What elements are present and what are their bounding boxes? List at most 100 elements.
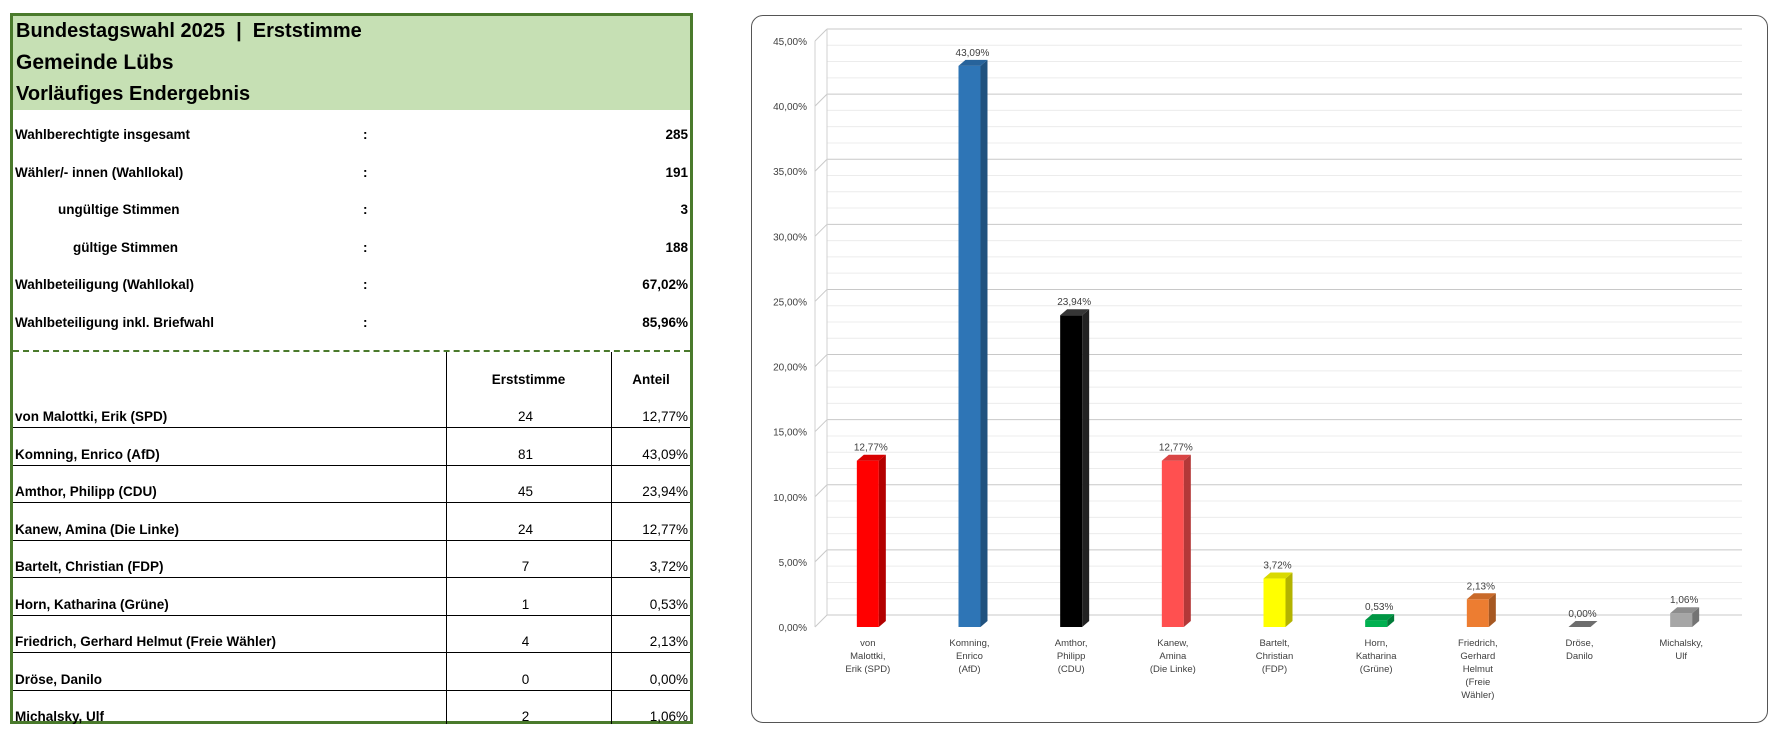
summary-row: Wahlberechtigte insgesamt: 285 <box>13 116 690 154</box>
municipality-title: Gemeinde Lübs <box>16 51 174 74</box>
summary-value: 67,02% <box>642 277 688 292</box>
bar-top <box>1568 621 1598 627</box>
bar <box>1060 315 1083 627</box>
x-tick-label: (AfD) <box>958 664 980 675</box>
x-tick-label: Bartelt, <box>1259 638 1289 649</box>
x-tick-label: (CDU) <box>1058 664 1085 675</box>
data-label: 43,09% <box>956 48 990 59</box>
x-tick-label: Dröse, <box>1566 638 1594 649</box>
bar <box>958 65 981 628</box>
summary-colon: : <box>363 314 368 330</box>
candidate-votes: 4 <box>521 634 530 649</box>
x-tick-label: (FDP) <box>1262 664 1287 675</box>
x-tick-label: Katharina <box>1356 651 1397 662</box>
table-row: Dröse, Danilo 0 0,00% <box>13 653 690 691</box>
candidate-votes: 1 <box>521 596 530 612</box>
candidate-votes: 24 <box>517 521 534 537</box>
gridline-side <box>814 354 828 367</box>
candidate-name: Michalsky, Ulf <box>15 709 105 724</box>
bar-top <box>1365 614 1395 621</box>
x-tick-label: Amina <box>1159 651 1187 662</box>
table-row: Komning, Enrico (AfD) 81 43,09% <box>13 428 690 466</box>
candidate-share: 12,77% <box>642 409 688 424</box>
summary-row: Wahlbeteiligung inkl. Briefwahl: 85,96% <box>13 304 690 342</box>
bar-top <box>1263 572 1293 579</box>
summary-label: ungültige Stimmen <box>58 202 180 217</box>
bar <box>1365 620 1388 627</box>
data-label: 1,06% <box>1670 595 1698 606</box>
summary-colon: : <box>363 239 368 255</box>
candidate-share: 0,53% <box>649 596 688 612</box>
bar-top <box>1161 454 1191 461</box>
table-row: von Malottki, Erik (SPD) 24 12,77% <box>13 390 690 428</box>
y-tick-label: 35,00% <box>773 167 807 178</box>
x-tick-label: Christian <box>1256 651 1294 662</box>
bar-top <box>1466 593 1496 600</box>
summary-label: Wahlbeteiligung (Wahllokal) <box>15 277 194 292</box>
gridline-side <box>814 484 828 498</box>
x-tick-label: Ulf <box>1675 651 1687 662</box>
bar <box>1466 599 1489 627</box>
x-tick-label: Komning, <box>949 638 989 649</box>
y-tick-label: 30,00% <box>773 232 807 243</box>
summary-row: Wähler/- innen (Wahllokal): 191 <box>13 154 690 192</box>
bar-side <box>1285 572 1293 627</box>
candidate-name: Horn, Katharina (Grüne) <box>15 596 169 612</box>
bar-top <box>856 454 886 461</box>
bar <box>1161 460 1184 627</box>
candidate-name: Dröse, Danilo <box>15 671 103 687</box>
candidate-share: 0,00% <box>649 671 688 687</box>
bar-side <box>980 59 988 628</box>
table-row: Bartelt, Christian (FDP) 7 3,72% <box>13 540 690 578</box>
table-row: Horn, Katharina (Grüne) 1 0,53% <box>13 578 690 616</box>
gridline-side <box>814 289 828 302</box>
summary-row: gültige Stimmen: 188 <box>13 229 690 267</box>
table-row: Michalsky, Ulf 2 1,06% <box>13 690 690 727</box>
summary-value: 85,96% <box>642 314 688 330</box>
table-header: Bundestagswahl 2025 | Erststimme Gemeind… <box>13 16 690 110</box>
data-label: 12,77% <box>854 443 888 454</box>
candidate-share: 2,13% <box>649 634 688 649</box>
candidate-name: von Malottki, Erik (SPD) <box>15 409 168 424</box>
summary-colon: : <box>363 127 368 142</box>
candidate-votes: 0 <box>521 671 530 687</box>
y-tick-label: 15,00% <box>773 428 807 439</box>
data-label: 3,72% <box>1263 561 1291 572</box>
x-tick-label: Friedrich, <box>1458 638 1498 649</box>
bar <box>1670 613 1693 627</box>
section-divider <box>13 350 690 352</box>
candidate-name: Kanew, Amina (Die Linke) <box>15 521 180 537</box>
candidate-share: 3,72% <box>649 559 688 574</box>
gridline-side <box>814 28 828 42</box>
bar-side <box>1183 454 1191 627</box>
candidate-name: Komning, Enrico (AfD) <box>15 446 160 462</box>
gridline-side <box>814 93 828 107</box>
gridline-side <box>814 158 828 172</box>
x-tick-label: Enrico <box>956 651 983 662</box>
data-label: 12,77% <box>1159 443 1193 454</box>
bar-top <box>958 59 988 66</box>
summary-colon: : <box>363 164 368 180</box>
bar <box>1263 578 1286 627</box>
x-tick-label: Amthor, <box>1055 638 1088 649</box>
summary-value: 285 <box>665 127 688 142</box>
y-tick-label: 0,00% <box>779 623 807 634</box>
election-title: Bundestagswahl 2025 | Erststimme <box>16 20 362 42</box>
summary-row: Wahlbeteiligung (Wahllokal): 67,02% <box>13 266 690 304</box>
candidate-name: Friedrich, Gerhard Helmut (Freie Wähler) <box>15 634 277 649</box>
bar-side <box>1082 309 1090 627</box>
bar-side <box>1488 593 1496 627</box>
x-tick-label: von <box>860 638 875 649</box>
results-table: Bundestagswahl 2025 | Erststimme Gemeind… <box>10 13 693 724</box>
gridline-side <box>814 549 828 563</box>
bar-side <box>1387 614 1395 627</box>
candidate-votes: 7 <box>521 559 530 574</box>
data-label: 23,94% <box>1057 297 1091 308</box>
summary-value: 191 <box>665 164 688 180</box>
x-tick-label: Kanew, <box>1157 638 1188 649</box>
summary-row: ungültige Stimmen: 3 <box>13 191 690 229</box>
x-tick-label: (Grüne) <box>1360 664 1393 675</box>
x-tick-label: (Die Linke) <box>1150 664 1196 675</box>
x-tick-label: Malottki, <box>850 651 885 662</box>
bar-top <box>1060 309 1090 316</box>
